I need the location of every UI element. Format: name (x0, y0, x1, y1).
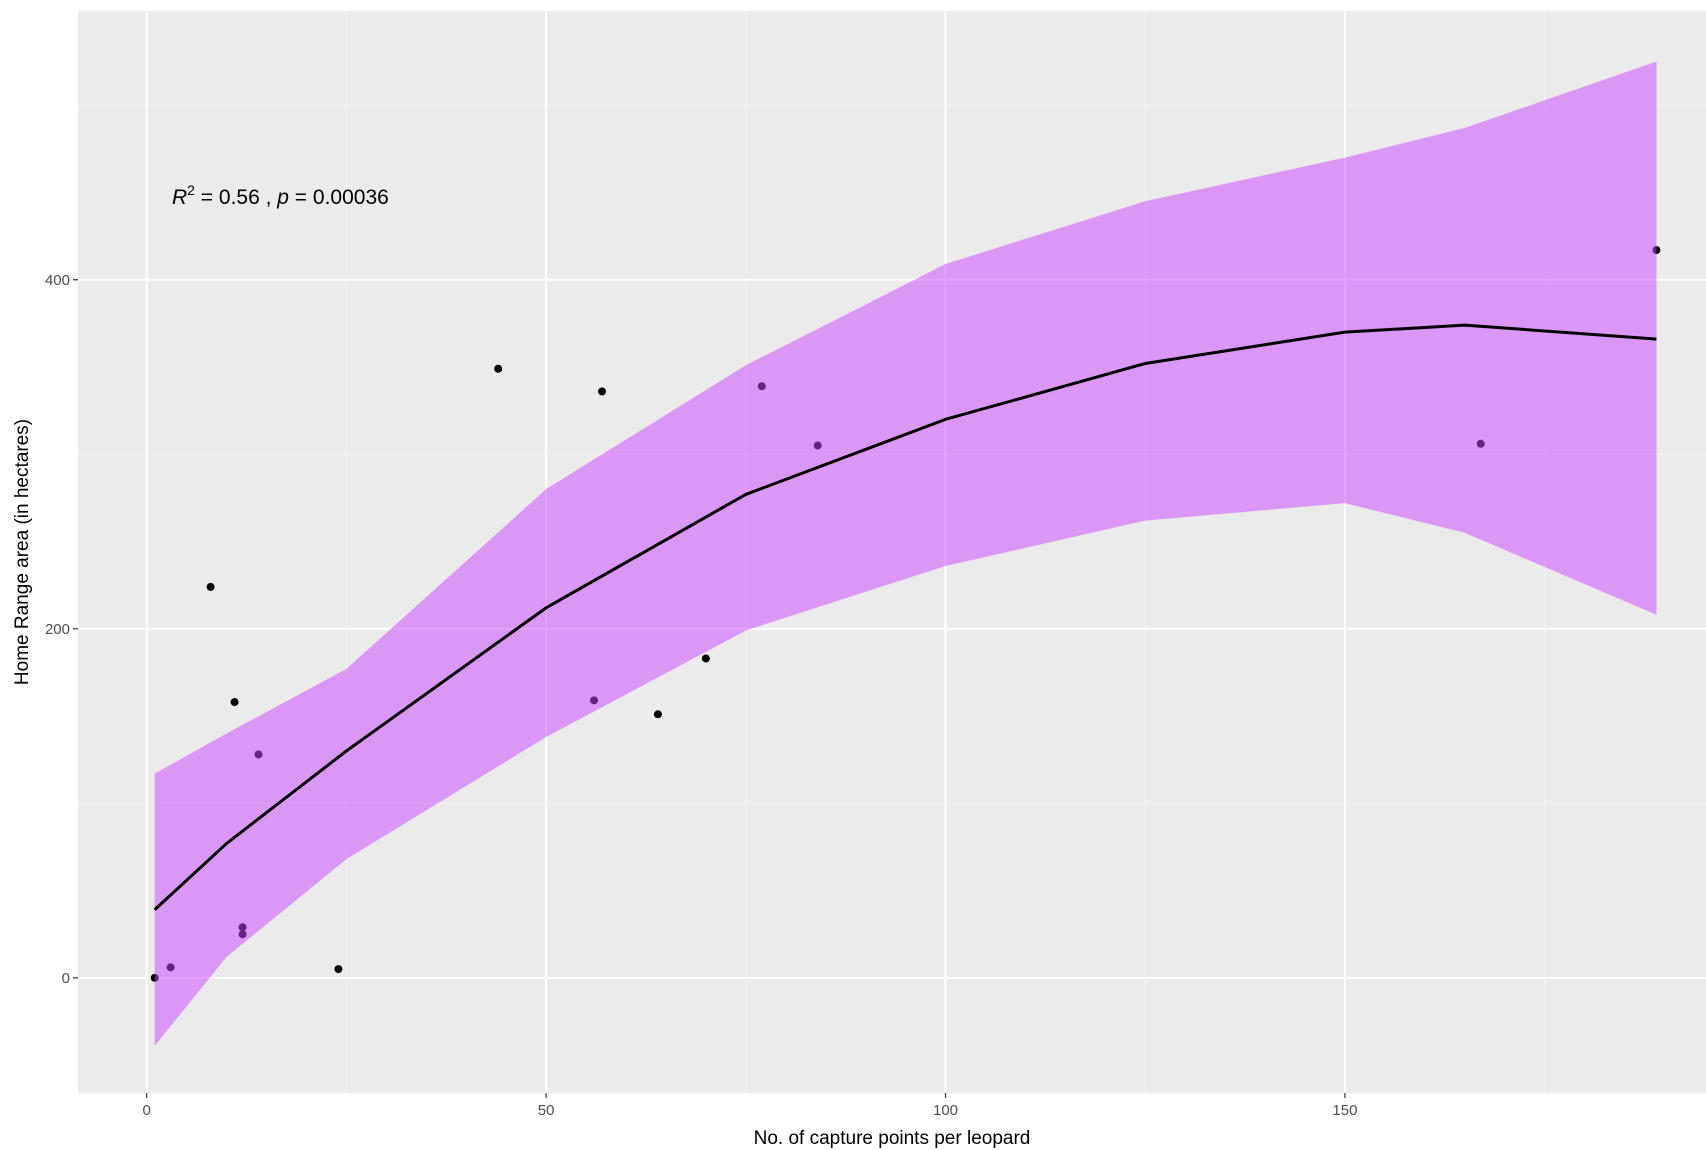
point (206, 582, 215, 591)
x-axis-title: No. of capture points per leopard (754, 1128, 1031, 1149)
annotation-part: R (172, 186, 187, 209)
point (701, 654, 710, 663)
marks (150, 61, 1661, 1046)
x-tick-label: 150 (1332, 1102, 1357, 1119)
y-tick-label: 0 (62, 970, 70, 987)
fit-line (153, 323, 1657, 911)
annotation: R2 = 0.56 , p = 0.00036 (172, 182, 389, 209)
point (494, 364, 503, 373)
confidence-band (154, 61, 1657, 1046)
annotation-part: p (276, 186, 289, 209)
annotation-part: 2 (187, 182, 195, 198)
point (334, 965, 343, 974)
y-tick-label: 200 (45, 621, 70, 638)
x-tick-label: 0 (143, 1102, 151, 1119)
x-tick-label: 50 (538, 1102, 555, 1119)
point (598, 387, 607, 396)
y-axis-title: Home Range area (in hectares) (12, 419, 33, 685)
point (230, 698, 239, 707)
annotation-part: = 0.56 , (195, 186, 277, 209)
x-tick-label: 100 (933, 1102, 958, 1119)
y-tick-label: 400 (45, 272, 70, 289)
annotation-part: = 0.00036 (289, 186, 389, 209)
point (653, 710, 662, 719)
